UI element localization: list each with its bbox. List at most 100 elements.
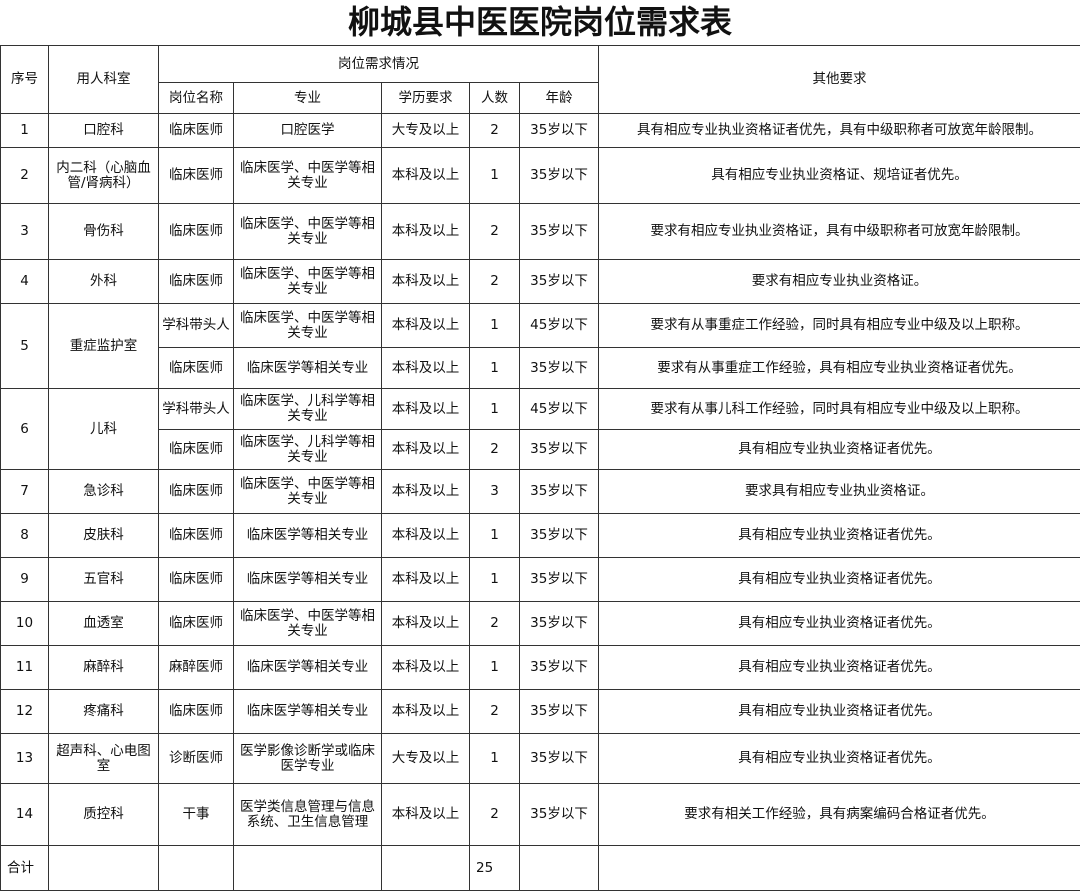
- department: 超声科、心电图室: [48, 733, 159, 784]
- row-number: 6: [0, 388, 49, 470]
- education: 本科及以上: [381, 601, 470, 646]
- major: 临床医学、中医学等相关专业: [233, 147, 382, 204]
- row-number: 13: [0, 733, 49, 784]
- row-number: 4: [0, 259, 49, 304]
- major: 临床医学等相关专业: [233, 513, 382, 558]
- headcount: 1: [469, 557, 520, 602]
- age-limit: 35岁以下: [518, 113, 600, 148]
- row-number: 10: [0, 601, 49, 646]
- table-row: 1 口腔科 临床医师 口腔医学 大专及以上 2 35岁以下 具有相应专业执业资格证者优先，具有…: [0, 113, 1080, 148]
- education: 本科及以上: [381, 303, 470, 348]
- department: 疼痛科: [48, 689, 159, 734]
- major: 临床医学、儿科学等相关专业: [233, 388, 382, 430]
- major: 临床医学等相关专业: [233, 557, 382, 602]
- age-limit: 35岁以下: [518, 557, 600, 602]
- table-row: 13 超声科、心电图室 诊断医师 医学影像诊断学或临床医学专业 大专及以上 1 35岁以下具…: [0, 733, 1080, 784]
- table-row: 3 骨伤科 临床医师 临床医学、中医学等相关专业 本科及以上 2 35岁以下 要求有相应专业执…: [0, 203, 1080, 260]
- header-no: 序号: [0, 45, 49, 114]
- education: 本科及以上: [381, 347, 470, 389]
- age-limit: 35岁以下: [518, 513, 600, 558]
- position-title: 学科带头人: [158, 388, 234, 430]
- department: 儿科: [48, 388, 159, 470]
- headcount: 2: [469, 203, 520, 260]
- department: 五官科: [48, 557, 159, 602]
- major: 口腔医学: [233, 113, 382, 148]
- education: 本科及以上: [381, 513, 470, 558]
- position-title: 临床医师: [158, 259, 234, 304]
- job-requirements-table: 序号 用人科室 岗位需求情况 其他要求 岗位名称 专业 学历要求 人数 年龄 1…: [0, 45, 1080, 891]
- major: 医学影像诊断学或临床医学专业: [233, 733, 382, 784]
- other-requirements: 具有相应专业执业资格证者优先，具有中级职称者可放宽年龄限制。: [598, 113, 1080, 148]
- major: 临床医学、中医学等相关专业: [233, 303, 382, 348]
- headcount: 1: [469, 645, 520, 690]
- row-number: 12: [0, 689, 49, 734]
- header-position: 岗位名称: [158, 82, 234, 114]
- empty-cell: [48, 845, 159, 891]
- major: 临床医学、中医学等相关专业: [233, 203, 382, 260]
- row-number: 8: [0, 513, 49, 558]
- education: 本科及以上: [381, 689, 470, 734]
- other-requirements: 要求有从事儿科工作经验，同时具有相应专业中级及以上职称。: [598, 388, 1080, 430]
- total-label: 合计: [0, 845, 49, 891]
- headcount: 1: [469, 147, 520, 204]
- empty-cell: [381, 845, 470, 891]
- row-number: 11: [0, 645, 49, 690]
- age-limit: 35岁以下: [518, 689, 600, 734]
- education: 大专及以上: [381, 733, 470, 784]
- row-number: 5: [0, 303, 49, 389]
- table-row: 临床医师 临床医学、儿科学等相关专业 本科及以上 2 35岁以下 具有相应专业执业资格证者…: [1, 429, 1080, 470]
- headcount: 1: [469, 347, 520, 389]
- header-major: 专业: [233, 82, 382, 114]
- table-row: 6 儿科 学科带头人 临床医学、儿科学等相关专业 本科及以上 1 45岁以下 要求有从事儿科工…: [0, 388, 1080, 470]
- other-requirements: 具有相应专业执业资格证者优先。: [598, 733, 1080, 784]
- position-title: 麻醉医师: [158, 645, 234, 690]
- headcount: 2: [469, 689, 520, 734]
- position-title: 临床医师: [158, 347, 234, 389]
- major: 临床医学等相关专业: [233, 347, 382, 389]
- education: 大专及以上: [381, 113, 470, 148]
- position-title: 临床医师: [158, 689, 234, 734]
- age-limit: 35岁以下: [518, 783, 600, 846]
- headcount: 1: [469, 303, 520, 348]
- department: 血透室: [48, 601, 159, 646]
- table-row: 5 重症监护室 学科带头人 临床医学、中医学等相关专业 本科及以上 1 45岁以下 要求有从事…: [0, 303, 1080, 389]
- major: 临床医学、中医学等相关专业: [233, 259, 382, 304]
- age-limit: 45岁以下: [518, 388, 600, 430]
- department: 急诊科: [48, 469, 159, 514]
- position-title: 临床医师: [158, 513, 234, 558]
- other-requirements: 要求有相应专业执业资格证，具有中级职称者可放宽年龄限制。: [598, 203, 1080, 260]
- department: 口腔科: [48, 113, 159, 148]
- table-row: 11 麻醉科 麻醉医师 临床医学等相关专业 本科及以上 1 35岁以下 具有相应专业执业资格证…: [0, 645, 1080, 690]
- age-limit: 35岁以下: [518, 429, 600, 470]
- education: 本科及以上: [381, 469, 470, 514]
- header-age: 年龄: [518, 82, 600, 114]
- headcount: 2: [469, 259, 520, 304]
- other-requirements: 要求有相应专业执业资格证。: [598, 259, 1080, 304]
- age-limit: 35岁以下: [518, 601, 600, 646]
- age-limit: 35岁以下: [518, 259, 600, 304]
- other-requirements: 具有相应专业执业资格证者优先。: [598, 689, 1080, 734]
- education: 本科及以上: [381, 429, 470, 470]
- education: 本科及以上: [381, 557, 470, 602]
- department: 麻醉科: [48, 645, 159, 690]
- position-title: 诊断医师: [158, 733, 234, 784]
- table-row: 4 外科 临床医师 临床医学、中医学等相关专业 本科及以上 2 35岁以下 要求有相应专业执业…: [0, 259, 1080, 304]
- empty-cell: [158, 845, 234, 891]
- position-title: 临床医师: [158, 601, 234, 646]
- row-number: 2: [0, 147, 49, 204]
- other-requirements: 要求具有相应专业执业资格证。: [598, 469, 1080, 514]
- age-limit: 35岁以下: [518, 733, 600, 784]
- other-requirements: 具有相应专业执业资格证者优先。: [598, 645, 1080, 690]
- row-number: 9: [0, 557, 49, 602]
- department: 皮肤科: [48, 513, 159, 558]
- other-requirements: 具有相应专业执业资格证者优先。: [598, 429, 1080, 470]
- header-other: 其他要求: [598, 45, 1080, 114]
- education: 本科及以上: [381, 259, 470, 304]
- page-title: 柳城县中医医院岗位需求表: [347, 3, 732, 41]
- row-number: 7: [0, 469, 49, 514]
- other-requirements: 要求有从事重症工作经验，具有相应专业执业资格证者优先。: [598, 347, 1080, 389]
- other-requirements: 要求有从事重症工作经验，同时具有相应专业中级及以上职称。: [598, 303, 1080, 348]
- other-requirements: 具有相应专业执业资格证者优先。: [598, 513, 1080, 558]
- headcount: 1: [469, 388, 520, 430]
- headcount: 2: [469, 113, 520, 148]
